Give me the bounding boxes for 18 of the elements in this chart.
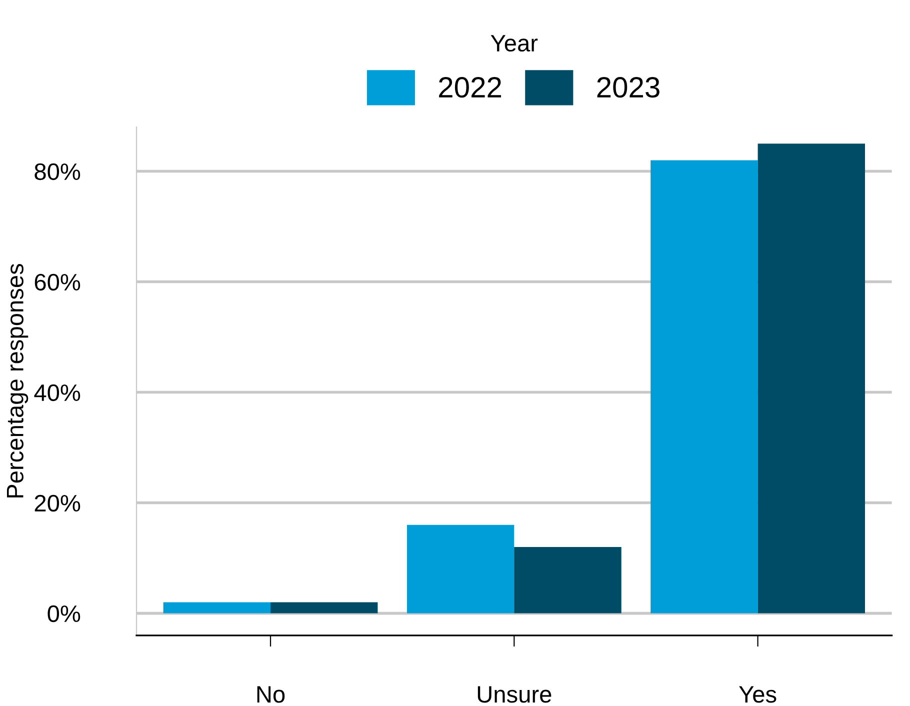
y-tick-label: 40% [34,384,80,402]
legend-label: 2023 [597,76,660,98]
bar [270,602,378,614]
legend-label: 2022 [439,76,502,98]
y-tick-label: 20% [34,494,80,512]
x-tick-label: Unsure [478,686,552,703]
bar [514,546,622,614]
y-axis-title: Percentage responses [6,264,28,498]
x-tick-label: Yes [739,686,776,703]
y-tick-label: 60% [34,274,80,291]
bar [163,602,271,614]
bar [758,144,865,614]
legend-title: Year [490,35,538,52]
bar [406,524,514,614]
x-tick-label: No [257,686,285,703]
y-tick-label: 0% [48,605,80,622]
bar [650,160,758,614]
y-tick-label: 80% [34,163,80,180]
